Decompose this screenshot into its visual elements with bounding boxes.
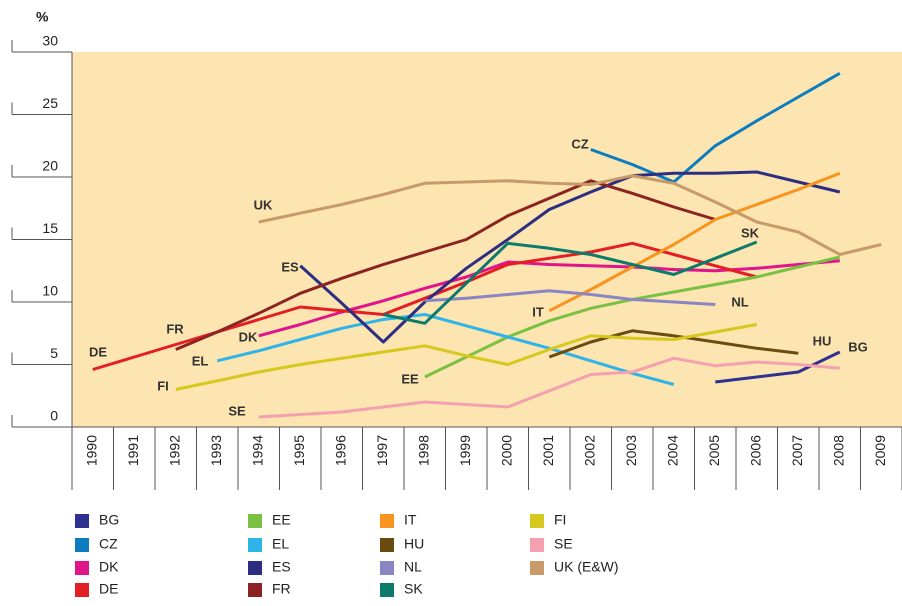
x-tick-label: 1996 — [332, 435, 348, 466]
x-tick-label: 2002 — [581, 435, 597, 466]
x-tick-label: 1999 — [457, 435, 473, 466]
legend-swatch — [75, 514, 89, 528]
x-tick-label: 2004 — [664, 435, 680, 466]
legend-label: EE — [272, 512, 291, 528]
series-line — [590, 71, 841, 184]
x-tick-label: 1993 — [208, 435, 224, 466]
series-line — [175, 179, 716, 351]
legend-swatch — [248, 583, 262, 597]
x-tick-label: 2009 — [872, 435, 888, 466]
y-tick-label: 0 — [50, 408, 58, 424]
x-tick-label: 1994 — [249, 435, 265, 466]
series-line — [258, 259, 840, 338]
legend-label: EL — [272, 536, 289, 552]
x-tick-label: 2003 — [623, 435, 639, 466]
legend-swatch — [75, 583, 89, 597]
legend-swatch — [530, 538, 544, 552]
series-label: UK — [254, 197, 273, 212]
series-line — [299, 170, 841, 344]
legend-label: ES — [272, 559, 291, 575]
series-label: DE — [89, 344, 107, 359]
legend-swatch — [380, 561, 394, 575]
legend-swatch — [75, 561, 89, 575]
legend-label: BG — [99, 512, 119, 528]
series-label: HU — [813, 333, 832, 348]
legend-swatch — [380, 538, 394, 552]
y-axis-label: % — [36, 9, 49, 25]
x-tick-label: 2000 — [498, 435, 514, 466]
y-tick-label: 15 — [42, 220, 58, 236]
series-label: EE — [401, 371, 419, 386]
x-tick-label: 2005 — [706, 435, 722, 466]
series-line — [216, 313, 675, 386]
x-tick-label: 2008 — [830, 435, 846, 466]
legend-label: SE — [554, 536, 573, 552]
series-line — [258, 174, 882, 256]
legend-swatch — [248, 514, 262, 528]
series-line — [424, 289, 716, 306]
legend-label: FR — [272, 581, 291, 597]
series-label: SE — [228, 403, 246, 418]
legend-label: NL — [404, 559, 422, 575]
legend-label: UK (E&W) — [554, 559, 619, 575]
series-line — [382, 240, 758, 325]
plot-background — [72, 52, 902, 427]
x-tick-label: 2007 — [789, 435, 805, 466]
series-label: ES — [281, 259, 299, 274]
series-label: FI — [157, 378, 169, 393]
series-line — [548, 329, 799, 359]
y-tick-label: 20 — [42, 158, 58, 174]
y-tick-label: 5 — [50, 345, 58, 361]
x-tick-label: 1995 — [291, 435, 307, 466]
legend-swatch — [248, 561, 262, 575]
y-tick-label: 10 — [42, 283, 58, 299]
legend-label: FI — [554, 512, 566, 528]
series-line — [715, 350, 841, 384]
series-label: CZ — [571, 136, 588, 151]
legend-label: HU — [404, 536, 424, 552]
series-label: DK — [239, 329, 258, 344]
series-line — [548, 171, 841, 313]
y-tick-label: 25 — [42, 95, 58, 111]
x-tick-label: 1997 — [374, 435, 390, 466]
series-line — [258, 356, 840, 419]
series-line — [92, 241, 758, 371]
x-tick-label: 1991 — [125, 435, 141, 466]
x-tick-label: 1998 — [415, 435, 431, 466]
series-label: FR — [166, 321, 184, 336]
legend-swatch — [380, 514, 394, 528]
legend-label: DK — [99, 559, 119, 575]
series-label: NL — [731, 294, 748, 309]
legend-label: DE — [99, 581, 118, 597]
legend-label: CZ — [99, 536, 118, 552]
series-label: EL — [192, 353, 209, 368]
legend-label: SK — [404, 581, 423, 597]
x-tick-label: 2006 — [747, 435, 763, 466]
series-label: IT — [532, 304, 544, 319]
legend-swatch — [530, 561, 544, 575]
x-tick-label: 2001 — [540, 435, 556, 466]
legend-swatch — [380, 583, 394, 597]
y-tick-label: 30 — [42, 33, 58, 49]
series-line — [175, 323, 758, 391]
x-tick-label: 1992 — [166, 435, 182, 466]
legend-swatch — [75, 538, 89, 552]
series-label: BG — [848, 339, 868, 354]
legend-swatch — [530, 514, 544, 528]
x-tick-label: 1990 — [83, 435, 99, 466]
legend-swatch — [248, 538, 262, 552]
legend-label: IT — [404, 512, 417, 528]
series-label: SK — [741, 225, 760, 240]
